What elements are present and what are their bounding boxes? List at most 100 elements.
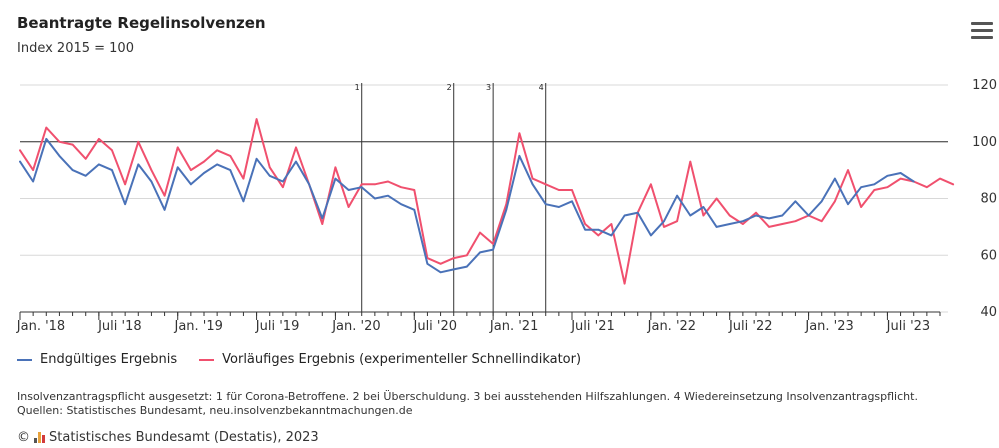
data-point-preliminary [939,177,941,180]
data-point-final [229,169,232,171]
data-point-preliminary [71,143,74,146]
data-point-preliminary [268,166,271,169]
data-point-preliminary [860,206,862,208]
data-point-final [597,228,600,231]
data-point-preliminary [518,132,521,135]
x-tick-label: Juli '22 [728,319,773,334]
data-point-preliminary [702,214,705,217]
data-point-final [387,194,389,197]
y-tick-label: 40 [980,305,997,320]
data-point-final [32,180,34,183]
data-point-preliminary [124,183,126,186]
x-tick-label: Juli '18 [97,319,142,334]
data-point-preliminary [794,220,797,222]
event-marker-label: 1 [355,83,360,92]
data-point-preliminary [899,177,902,180]
data-point-preliminary [163,194,166,197]
data-point-final [834,177,836,180]
data-point-final [45,138,48,140]
data-point-final [479,251,481,254]
data-point-preliminary [781,223,784,225]
data-point-preliminary [216,149,218,152]
data-point-preliminary [768,226,770,228]
data-point-final [820,200,823,203]
destatis-logo-icon [34,432,45,443]
data-point-preliminary [387,180,389,183]
data-point-final [150,180,153,183]
x-tick-label: Jan. '20 [331,319,380,334]
data-point-final [873,183,876,186]
data-point-preliminary [663,226,665,228]
data-point-final [794,200,797,203]
data-point-final [282,180,284,183]
data-point-final [111,169,113,171]
data-point-final [295,160,297,163]
legend-label-final: Endgültiges Ergebnis [40,352,178,367]
data-point-preliminary [834,200,836,203]
data-point-preliminary [676,220,678,222]
data-point-preliminary [926,186,928,188]
data-point-final [531,183,534,186]
x-tick-label: Juli '21 [570,319,615,334]
data-point-preliminary [558,189,560,191]
data-point-final [360,186,363,188]
data-point-final [84,175,87,177]
footnote: Insolvenzantragspflicht ausgesetzt: 1 fü… [17,390,918,418]
data-point-final [584,228,586,231]
data-point-final [19,160,21,163]
data-point-final [268,175,271,177]
x-tick-label: Jan. '21 [489,319,538,334]
data-point-final [768,217,770,220]
data-point-final [899,172,902,174]
data-point-preliminary [374,183,376,186]
data-point-preliminary [242,177,245,180]
chart-title: Beantragte Regelinsolvenzen [17,14,266,32]
data-point-final [58,155,61,157]
data-point-preliminary [190,169,192,171]
data-point-final [452,268,455,271]
data-point-preliminary [45,126,48,129]
data-point-preliminary [334,166,337,169]
data-point-preliminary [952,183,954,186]
x-tick-label: Juli '19 [255,319,300,334]
data-point-preliminary [176,146,179,149]
data-point-preliminary [32,169,34,171]
data-point-preliminary [584,223,586,225]
data-point-final [71,169,74,171]
legend-swatch-final [17,358,32,361]
data-point-preliminary [623,282,626,285]
footnote-line-2: Quellen: Statistisches Bundesamt, neu.in… [17,404,413,417]
data-point-final [728,223,731,225]
x-tick-label: Jan. '18 [16,319,65,334]
data-point-preliminary [439,262,442,265]
legend-item-preliminary[interactable]: Vorläufiges Ergebnis (experimenteller Sc… [199,352,581,367]
legend: Endgültiges Ergebnis Vorläufiges Ergebni… [17,352,581,367]
data-point-preliminary [466,254,468,257]
data-point-final [715,226,718,228]
legend-item-final[interactable]: Endgültiges Ergebnis [17,352,177,367]
data-point-final [190,183,192,186]
data-point-preliminary [58,140,61,143]
series-line-final [19,137,915,274]
data-point-preliminary [597,234,600,237]
data-point-final [702,206,705,208]
chart-subtitle: Index 2015 = 100 [17,41,134,56]
data-point-preliminary [347,206,350,208]
data-point-preliminary [98,138,100,140]
data-point-final [242,200,245,203]
data-point-preliminary [728,214,731,217]
legend-label-preliminary: Vorläufiges Ergebnis (experimenteller Sc… [222,352,582,367]
data-point-final [321,217,324,220]
hamburger-menu-icon[interactable] [971,22,993,42]
data-point-final [860,186,862,188]
data-point-preliminary [544,183,547,186]
data-point-final [558,206,560,208]
data-point-preliminary [571,189,573,191]
x-tick-label: Jan. '22 [647,319,696,334]
data-point-final [137,163,140,166]
y-tick-label: 60 [980,248,997,263]
data-point-preliminary [203,160,205,163]
data-point-final [374,197,376,200]
data-point-final [807,214,810,217]
